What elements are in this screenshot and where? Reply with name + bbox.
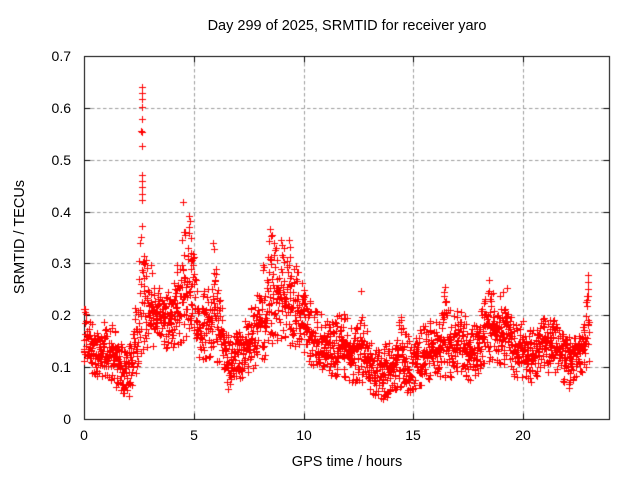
y-tick-label: 0.7 [51, 48, 71, 64]
x-tick-label: 0 [80, 427, 88, 443]
y-tick-label: 0.1 [51, 359, 71, 375]
y-tick-label: 0 [63, 411, 71, 427]
chart-title: Day 299 of 2025, SRMTID for receiver yar… [207, 18, 487, 34]
y-tick-label: 0.2 [51, 307, 71, 323]
x-axis-label: GPS time / hours [291, 454, 403, 470]
y-tick-label: 0.6 [51, 100, 71, 116]
y-tick-label: 0.4 [51, 204, 71, 220]
y-axis-label: SRMTID / TECUs [12, 179, 28, 295]
y-tick-label: 0.5 [51, 152, 71, 168]
x-tick-label: 10 [296, 427, 312, 443]
y-tick-label: 0.3 [51, 255, 71, 271]
x-tick-label: 5 [190, 427, 198, 443]
x-tick-label: 20 [515, 427, 531, 443]
x-tick-label: 15 [405, 427, 421, 443]
